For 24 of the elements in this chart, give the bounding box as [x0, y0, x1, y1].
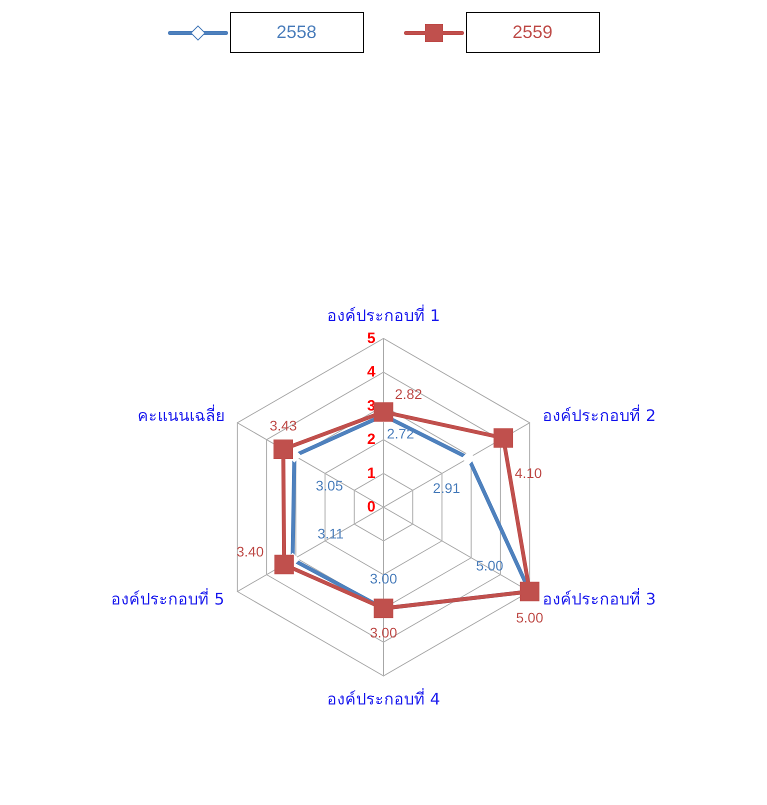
data-label: 3.00: [370, 624, 398, 640]
spoke-label: องค์ประกอบที่ 5: [111, 588, 224, 609]
spoke-label: องค์ประกอบที่ 3: [542, 588, 656, 609]
text: 2558: [230, 12, 364, 53]
y-tick-label: 2: [367, 431, 376, 448]
spoke-label: องค์ประกอบที่ 1: [326, 304, 440, 325]
data-label: 2.91: [432, 480, 460, 496]
data-label: 3.05: [316, 478, 344, 494]
y-tick-label: 5: [367, 330, 376, 347]
text: 2559: [466, 12, 600, 53]
data-label: 3.00: [370, 570, 398, 586]
data-label: 3.40: [236, 544, 264, 560]
spoke-label: คะแนนเฉลี่ย: [137, 404, 224, 425]
data-label: 4.10: [514, 464, 542, 481]
spoke-label: องค์ประกอบที่ 4: [326, 687, 440, 708]
y-tick-label: 1: [367, 464, 376, 482]
y-tick-label: 4: [367, 364, 376, 381]
y-tick-label: 0: [367, 498, 376, 516]
data-label: 5.00: [476, 558, 504, 574]
data-label: 2.82: [394, 386, 422, 402]
data-label: 3.11: [317, 526, 344, 542]
spoke-label: องค์ประกอบที่ 2: [542, 404, 656, 425]
data-label: 5.00: [516, 610, 544, 626]
data-label: 3.43: [270, 417, 298, 434]
